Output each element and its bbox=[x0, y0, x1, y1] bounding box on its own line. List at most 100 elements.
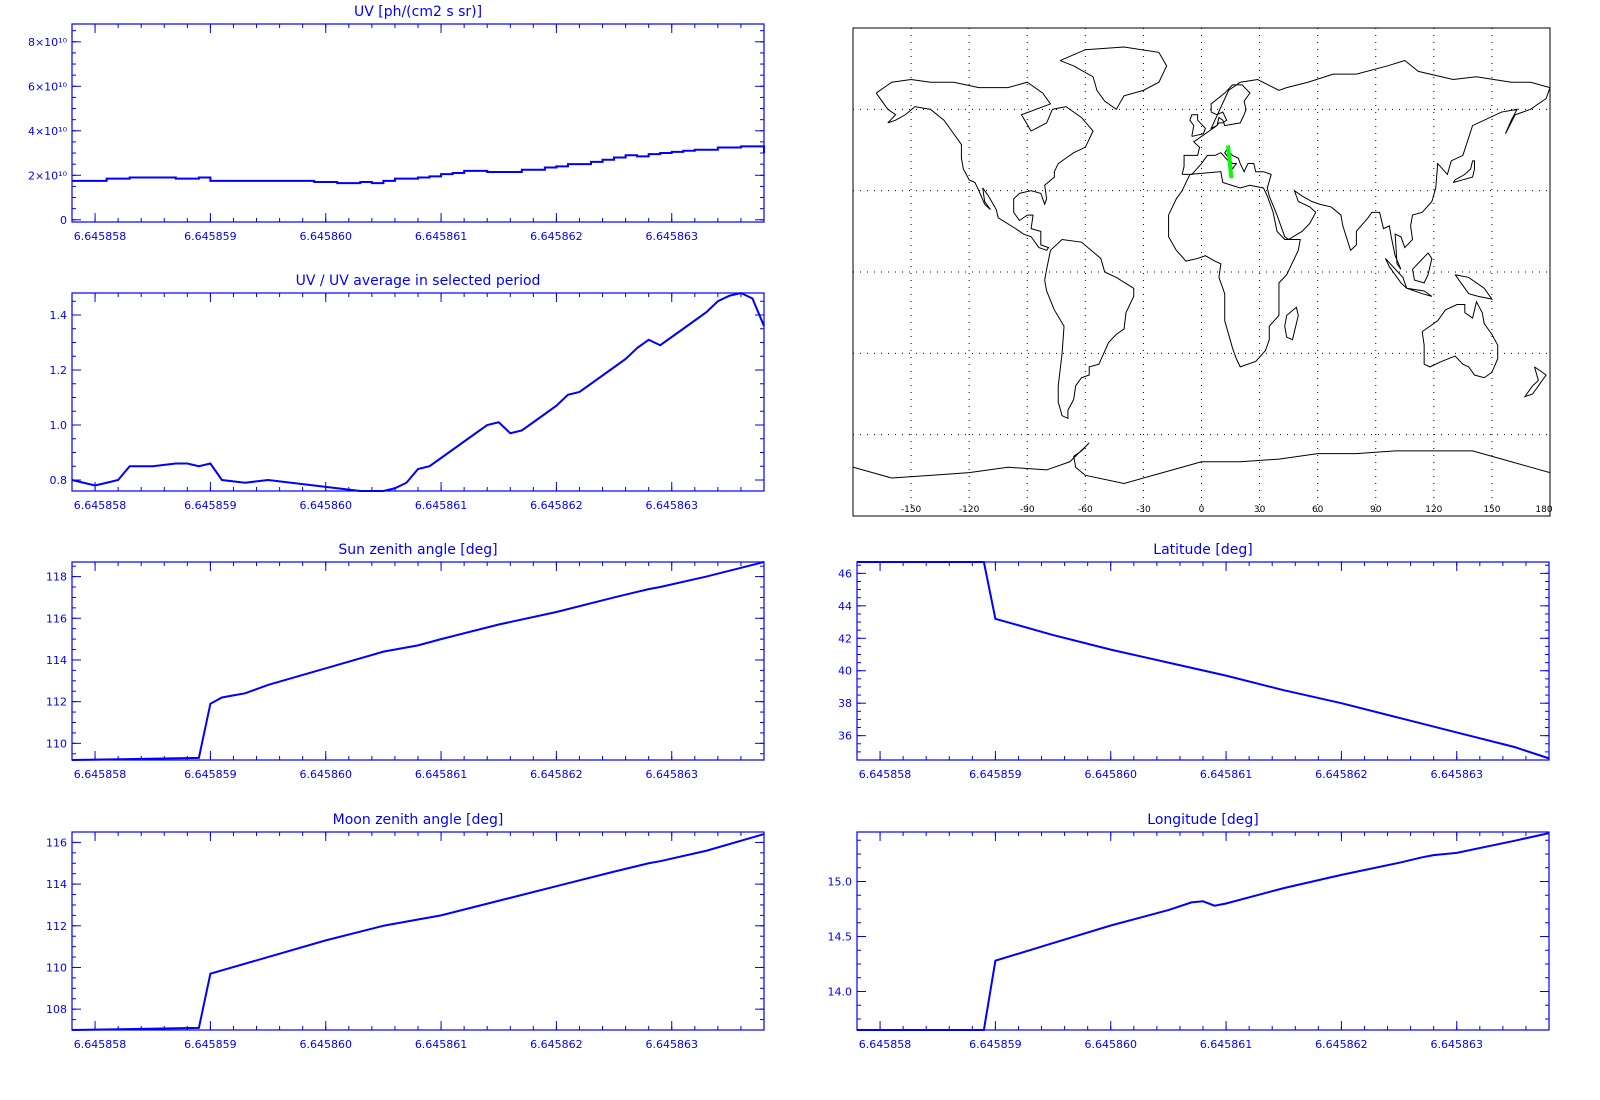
y-tick-label: 1.0 bbox=[50, 419, 68, 432]
y-tick-label: 0 bbox=[60, 214, 67, 227]
x-tick-label: 6.645863 bbox=[1430, 768, 1483, 781]
x-tick-label: 6.645859 bbox=[184, 1038, 237, 1051]
x-tick-label: 6.645861 bbox=[415, 768, 468, 781]
y-tick-label: 110 bbox=[46, 961, 67, 974]
y-tick-label: 44 bbox=[838, 600, 852, 613]
series-line-longitude bbox=[857, 832, 1550, 1031]
y-tick-label: 8×10¹⁰ bbox=[28, 36, 68, 49]
chart-title: UV [ph/(cm2 s sr)] bbox=[354, 4, 482, 20]
y-tick-label: 114 bbox=[46, 878, 67, 891]
x-tick-label: 6.645862 bbox=[1315, 1038, 1368, 1051]
coastline-south-america bbox=[1044, 238, 1135, 420]
map-lon-label: 150 bbox=[1483, 505, 1500, 515]
map-lon-label: -90 bbox=[1020, 505, 1035, 515]
x-tick-label: 6.645860 bbox=[299, 1038, 352, 1051]
y-tick-label: 15.0 bbox=[828, 876, 853, 889]
y-tick-label: 42 bbox=[838, 632, 852, 645]
x-tick-label: 6.645859 bbox=[184, 499, 237, 512]
y-tick-label: 40 bbox=[838, 665, 852, 678]
coastline-antarctica bbox=[852, 442, 1551, 500]
series-line-uv bbox=[72, 145, 765, 185]
x-tick-label: 6.645861 bbox=[1200, 768, 1253, 781]
x-tick-label: 6.645859 bbox=[184, 230, 237, 243]
y-tick-label: 116 bbox=[46, 836, 67, 849]
y-tick-label: 1.2 bbox=[50, 364, 68, 377]
coastline-uk bbox=[1189, 114, 1206, 137]
series-line-moon-zenith bbox=[71, 833, 765, 1031]
coastline-borneo bbox=[1412, 252, 1433, 284]
map-lon-label: 60 bbox=[1312, 505, 1324, 515]
chart-latitude: Latitude [deg] 6.645858 6.645859 6.645860 6.… bbox=[838, 542, 1550, 781]
x-tick-label: 6.645858 bbox=[859, 1038, 912, 1051]
coastline-north-america bbox=[875, 79, 1094, 251]
x-tick-label: 6.645858 bbox=[74, 230, 127, 243]
y-tick-label: 4×10¹⁰ bbox=[28, 125, 68, 138]
map-lon-label: -120 bbox=[959, 505, 980, 515]
chart-title: Latitude [deg] bbox=[1153, 542, 1252, 558]
x-tick-label: 6.645862 bbox=[530, 499, 583, 512]
ground-track bbox=[1226, 145, 1234, 179]
map-lon-label: 180 bbox=[1535, 505, 1552, 515]
y-tick-label: 110 bbox=[46, 737, 67, 750]
x-tick-label: 6.645861 bbox=[1200, 1038, 1253, 1051]
x-tick-label: 6.645861 bbox=[415, 230, 468, 243]
y-tick-label: 114 bbox=[46, 654, 67, 667]
x-tick-label: 6.645858 bbox=[74, 499, 127, 512]
x-tick-label: 6.645860 bbox=[299, 499, 352, 512]
coastline-eurasia-africa bbox=[1181, 59, 1551, 270]
series-line-sun-zenith bbox=[71, 561, 765, 761]
y-tick-label: 112 bbox=[46, 920, 67, 933]
map-lon-label: 120 bbox=[1425, 505, 1442, 515]
coastline-new-guinea bbox=[1454, 274, 1494, 300]
y-tick-label: 14.0 bbox=[828, 986, 853, 999]
x-tick-label: 6.645862 bbox=[530, 230, 583, 243]
coastline-new-zealand bbox=[1523, 366, 1547, 398]
y-tick-label: 108 bbox=[46, 1003, 67, 1016]
chart-title: Sun zenith angle [deg] bbox=[338, 542, 497, 558]
x-tick-label: 6.645860 bbox=[1084, 768, 1137, 781]
x-tick-label: 6.645861 bbox=[415, 1038, 468, 1051]
y-tick-label: 1.4 bbox=[50, 309, 68, 322]
x-tick-label: 6.645858 bbox=[859, 768, 912, 781]
x-tick-label: 6.645858 bbox=[74, 768, 127, 781]
y-tick-label: 36 bbox=[838, 730, 852, 743]
charts-group: UV [ph/(cm2 s sr)] 6.645858 6.645859 6.6458… bbox=[28, 4, 1550, 1051]
y-tick-label: 0.8 bbox=[50, 474, 68, 487]
map-lon-label: 90 bbox=[1370, 505, 1382, 515]
y-tick-label: 46 bbox=[838, 567, 852, 580]
coastline-indonesia bbox=[1384, 258, 1433, 297]
chart-title: UV / UV average in selected period bbox=[296, 273, 541, 289]
x-tick-label: 6.645859 bbox=[969, 768, 1022, 781]
map-lon-label: 0 bbox=[1199, 505, 1205, 515]
chart-uv-ratio: UV / UV average in selected period 6.6458… bbox=[50, 273, 765, 512]
x-tick-label: 6.645862 bbox=[1315, 768, 1368, 781]
x-tick-label: 6.645860 bbox=[299, 230, 352, 243]
map-lon-label: -30 bbox=[1136, 505, 1151, 515]
y-tick-label: 14.5 bbox=[828, 931, 853, 944]
chart-sun-zenith: Sun zenith angle [deg] 6.645858 6.645859 6.… bbox=[46, 542, 765, 781]
x-tick-label: 6.645862 bbox=[530, 768, 583, 781]
y-tick-label: 2×10¹⁰ bbox=[28, 169, 68, 182]
x-tick-label: 6.645863 bbox=[1430, 1038, 1483, 1051]
chart-uv: UV [ph/(cm2 s sr)] 6.645858 6.645859 6.6458… bbox=[28, 4, 765, 243]
coastline-australia bbox=[1421, 300, 1499, 379]
x-tick-label: 6.645858 bbox=[74, 1038, 127, 1051]
map-frame bbox=[852, 27, 1551, 517]
chart-longitude: Longitude [deg] 6.645858 6.645859 6.645860 6… bbox=[828, 812, 1550, 1051]
y-tick-label: 112 bbox=[46, 696, 67, 709]
y-tick-label: 118 bbox=[46, 571, 67, 584]
y-tick-label: 6×10¹⁰ bbox=[28, 80, 68, 93]
x-tick-label: 6.645862 bbox=[530, 1038, 583, 1051]
coastline-africa bbox=[1168, 171, 1301, 368]
chart-title: Longitude [deg] bbox=[1147, 812, 1258, 828]
x-tick-label: 6.645860 bbox=[299, 768, 352, 781]
map-lon-label: -150 bbox=[901, 505, 922, 515]
y-tick-label: 38 bbox=[838, 697, 852, 710]
x-tick-label: 6.645859 bbox=[969, 1038, 1022, 1051]
map-lon-label: 30 bbox=[1254, 505, 1266, 515]
series-line-uv-ratio bbox=[71, 291, 765, 492]
x-tick-label: 6.645863 bbox=[645, 768, 698, 781]
coastline-madagascar bbox=[1284, 306, 1299, 341]
x-tick-label: 6.645859 bbox=[184, 768, 237, 781]
